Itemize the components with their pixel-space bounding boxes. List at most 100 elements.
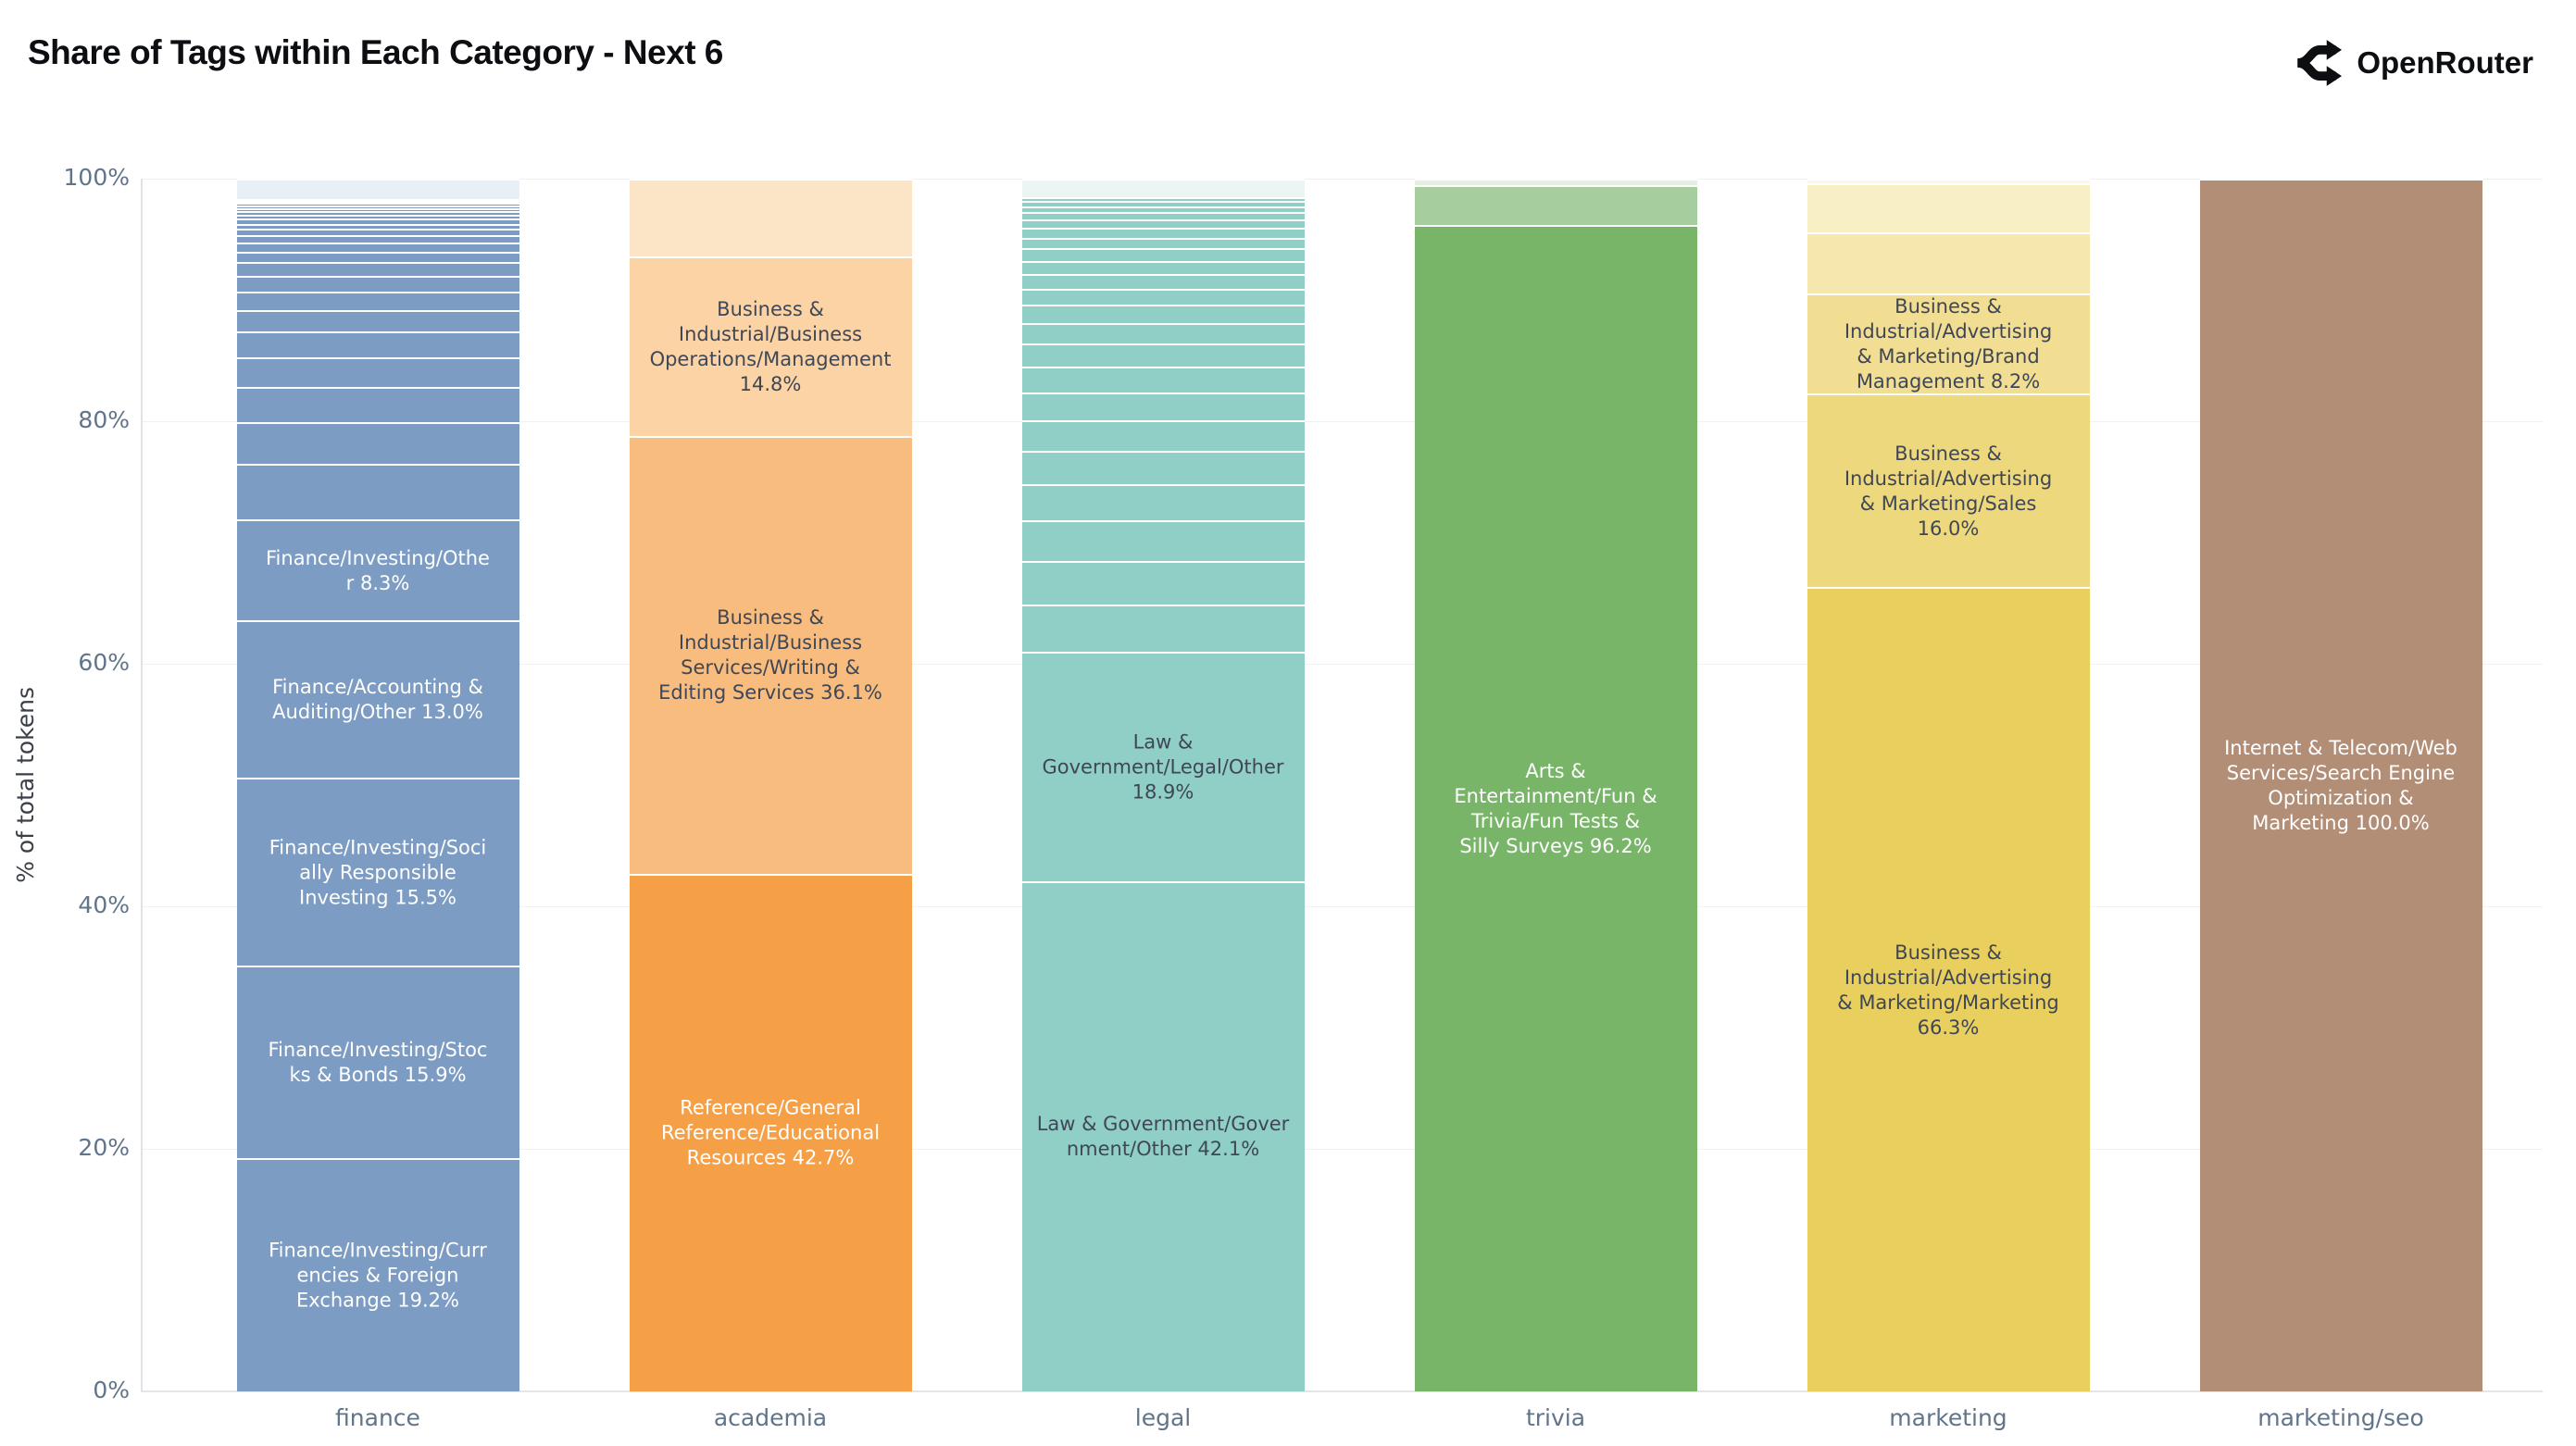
bar-segment-minor bbox=[1021, 322, 1305, 344]
bar-segment-minor bbox=[1021, 196, 1305, 202]
bar-segment-minor bbox=[236, 235, 519, 243]
bar-segment-label: Law & Government/Legal/Other 18.9% bbox=[1042, 730, 1284, 804]
bar-segment-finance-2: Finance/Investing/Soci ally Responsible … bbox=[236, 778, 519, 966]
bar-segment-minor bbox=[236, 205, 519, 208]
bar-segment-minor bbox=[236, 262, 519, 276]
bar-marketing-seo: Internet & Telecom/Web Services/Search E… bbox=[2199, 179, 2482, 1391]
brand-name: OpenRouter bbox=[2357, 45, 2533, 80]
bar-segment-minor bbox=[1807, 231, 2090, 294]
gridline-20 bbox=[141, 1148, 2543, 1150]
bar-segment-minor bbox=[236, 422, 519, 464]
bar-segment-minor bbox=[236, 331, 519, 357]
bar-segment-minor bbox=[1021, 288, 1305, 305]
x-axis-label-legal: legal bbox=[1134, 1404, 1192, 1431]
bar-trivia: Arts & Entertainment/Fun & Trivia/Fun Te… bbox=[1414, 179, 1697, 1391]
bar-segment-minor bbox=[1807, 183, 2090, 232]
bar-segment-minor bbox=[1807, 179, 2090, 184]
bar-segment-marketing-1: Business & Industrial/Advertising & Mark… bbox=[1807, 393, 2090, 588]
bar-segment-minor bbox=[1021, 201, 1305, 206]
bar-marketing: Business & Industrial/Advertising & Mark… bbox=[1807, 179, 2090, 1391]
bar-segment-minor bbox=[236, 200, 519, 204]
bar-segment-minor bbox=[236, 179, 519, 199]
bar-segment-minor bbox=[236, 251, 519, 263]
y-axis-title: % of total tokens bbox=[11, 687, 39, 883]
bar-segment-minor bbox=[236, 214, 519, 219]
bar-segment-minor bbox=[236, 203, 519, 206]
bar-segment-marketing-seo-0: Internet & Telecom/Web Services/Search E… bbox=[2199, 179, 2482, 1391]
bar-segment-label: Finance/Investing/Stoc ks & Bonds 15.9% bbox=[268, 1039, 488, 1087]
bar-segment-minor bbox=[236, 207, 519, 211]
bar-segment-minor bbox=[1414, 179, 1697, 185]
bar-segment-minor bbox=[236, 223, 519, 230]
bar-segment-academia-0: Reference/General Reference/Educational … bbox=[629, 873, 912, 1391]
bar-segment-academia-2: Business & Industrial/Business Operation… bbox=[629, 256, 912, 436]
bar-segment-label: Reference/General Reference/Educational … bbox=[660, 1096, 881, 1169]
bar-legal: Law & Government/Gover nment/Other 42.1%… bbox=[1021, 179, 1305, 1391]
bar-segment-minor bbox=[1021, 343, 1305, 368]
bar-segment-finance-1: Finance/Investing/Stoc ks & Bonds 15.9% bbox=[236, 966, 519, 1159]
bar-segment-minor bbox=[1021, 237, 1305, 249]
bar-segment-minor bbox=[1414, 184, 1697, 225]
bar-finance: Finance/Investing/Curr encies & Foreign … bbox=[236, 179, 519, 1391]
bar-segment-label: Internet & Telecom/Web Services/Search E… bbox=[2224, 736, 2457, 835]
bar-segment-minor bbox=[236, 387, 519, 423]
bar-segment-label: Business & Industrial/Advertising & Mark… bbox=[1844, 295, 2053, 393]
y-tick-label-20: 20% bbox=[78, 1134, 130, 1161]
openrouter-routes-icon bbox=[2294, 39, 2343, 87]
bar-segment-minor bbox=[236, 309, 519, 332]
bar-segment-minor bbox=[1021, 520, 1305, 561]
bar-segment-minor bbox=[1021, 219, 1305, 229]
y-axis-line bbox=[141, 179, 143, 1391]
gridline-60 bbox=[141, 663, 2543, 665]
bar-segment-minor bbox=[236, 291, 519, 310]
bar-segment-minor bbox=[236, 463, 519, 520]
y-tick-label-80: 80% bbox=[78, 406, 130, 433]
bar-segment-legal-1: Law & Government/Legal/Other 18.9% bbox=[1021, 651, 1305, 881]
bar-segment-minor bbox=[1021, 206, 1305, 213]
bar-segment-minor bbox=[1021, 228, 1305, 238]
bar-segment-minor bbox=[236, 218, 519, 224]
page-title: Share of Tags within Each Category - Nex… bbox=[28, 33, 723, 71]
bar-segment-label: Finance/Investing/Soci ally Responsible … bbox=[269, 836, 487, 909]
bar-segment-label: Finance/Investing/Curr encies & Foreign … bbox=[269, 1239, 487, 1312]
x-axis-label-marketing: marketing bbox=[1889, 1404, 2007, 1431]
bar-segment-label: Finance/Investing/Othe r 8.3% bbox=[266, 546, 490, 594]
y-tick-label-60: 60% bbox=[78, 649, 130, 676]
gridline-40 bbox=[141, 905, 2543, 907]
bar-segment-minor bbox=[1021, 212, 1305, 220]
gridline-80 bbox=[141, 420, 2543, 422]
x-axis-label-marketing-seo: marketing/seo bbox=[2257, 1404, 2424, 1431]
bar-segment-label: Finance/Accounting & Auditing/Other 13.0… bbox=[272, 675, 483, 723]
bar-segment-label: Business & Industrial/Business Services/… bbox=[658, 606, 882, 704]
x-axis-label-academia: academia bbox=[713, 1404, 828, 1431]
bar-segment-label: Arts & Entertainment/Fun & Trivia/Fun Te… bbox=[1454, 759, 1657, 857]
bar-segment-minor bbox=[1021, 419, 1305, 451]
y-tick-label-0: 0% bbox=[93, 1377, 130, 1403]
bar-segment-minor bbox=[236, 198, 519, 201]
bar-segment-minor bbox=[1021, 604, 1305, 652]
bar-segment-minor bbox=[1021, 248, 1305, 261]
bar-segment-minor bbox=[236, 210, 519, 215]
bar-segment-label: Business & Industrial/Advertising & Mark… bbox=[1844, 442, 2053, 540]
bar-segment-minor bbox=[1021, 305, 1305, 323]
bar-segment-label: Business & Industrial/Advertising & Mark… bbox=[1837, 941, 2059, 1039]
bar-segment-minor bbox=[1021, 450, 1305, 485]
bar-segment-minor bbox=[236, 242, 519, 252]
bar-segment-minor bbox=[236, 356, 519, 388]
y-tick-label-100: 100% bbox=[63, 164, 130, 191]
bar-segment-minor bbox=[1021, 273, 1305, 289]
bar-segment-minor bbox=[1021, 392, 1305, 420]
bar-segment-marketing-2: Business & Industrial/Advertising & Mark… bbox=[1807, 293, 2090, 393]
bar-segment-finance-0: Finance/Investing/Curr encies & Foreign … bbox=[236, 1158, 519, 1391]
gridline-100 bbox=[141, 178, 2543, 180]
bar-segment-minor bbox=[236, 229, 519, 236]
bar-segment-minor bbox=[1021, 560, 1305, 605]
brand-logo: OpenRouter bbox=[2294, 39, 2533, 87]
x-axis-label-finance: finance bbox=[335, 1404, 420, 1431]
bar-segment-minor bbox=[1021, 484, 1305, 521]
bar-academia: Reference/General Reference/Educational … bbox=[629, 179, 912, 1391]
bar-segment-academia-1: Business & Industrial/Business Services/… bbox=[629, 435, 912, 874]
bar-segment-minor bbox=[1021, 179, 1305, 197]
bar-segment-minor bbox=[236, 275, 519, 292]
